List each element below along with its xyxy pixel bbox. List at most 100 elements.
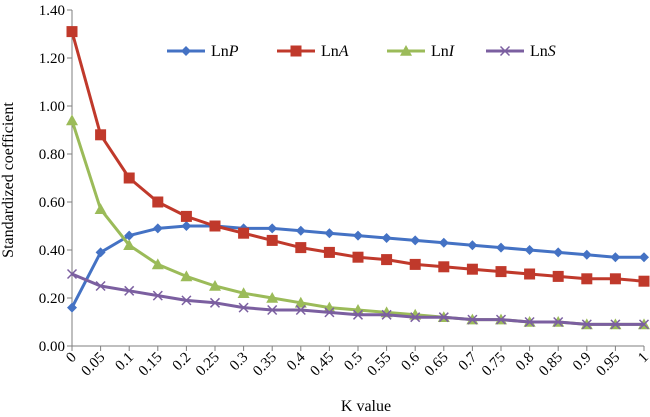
x-tick-label: 0.75 [479,350,509,380]
data-point-lna [438,261,450,273]
data-point-lns [610,319,621,330]
data-point-lna [495,266,507,278]
data-point-lna [123,172,135,184]
marker-stroke [152,290,163,301]
legend-marker [181,46,191,56]
data-point-lns [553,316,564,328]
x-tick-label: 0.25 [193,350,223,380]
legend-item-lni: LnI [387,43,455,60]
data-point-lnp [67,302,77,313]
y-tick-label: 0.40 [39,243,65,259]
data-point-lns [638,319,650,330]
data-point-lnp [410,235,421,246]
data-point-lna [180,210,192,222]
data-point-lns [381,309,392,320]
data-point-lnp [581,249,592,260]
marker-stroke [295,304,306,316]
series-lnp [67,221,649,313]
legend-item-lns: LnS [486,43,556,60]
marker-stroke [66,268,78,280]
data-point-lni [66,114,78,126]
y-tick-label: 0.80 [39,147,65,163]
data-point-lna [638,275,650,287]
data-point-lnp [496,242,506,253]
data-point-lna [609,273,621,285]
data-point-lnp [295,225,306,236]
data-point-lnp [467,240,478,251]
y-tick-label: 1.20 [39,51,65,67]
data-point-lns [324,307,335,318]
series-line-lni [70,119,644,326]
marker-stroke [95,280,106,292]
series-line-lna [70,31,645,283]
legend-item-lna: LnA [277,43,349,60]
marker-stroke [124,285,135,296]
y-tick-label: 0.60 [39,195,65,211]
data-point-lni [123,239,136,250]
data-point-lnp [95,247,106,258]
legend-label: LnI [431,43,455,60]
marker-stroke [610,319,621,330]
data-point-lnp [181,221,192,231]
data-point-lns [410,312,421,323]
x-tick-label: 0.45 [307,350,337,380]
marker-stroke [638,319,650,330]
data-point-lna [552,270,564,282]
marker-stroke [267,304,278,316]
marker-stroke [410,312,421,323]
data-point-lns [124,285,135,296]
series-layer [66,26,650,330]
data-point-lna [352,251,364,263]
marker-stroke [238,302,249,313]
data-point-lns [95,280,106,292]
marker-stroke [553,316,564,328]
marker-stroke [209,297,221,308]
data-point-lni [180,270,193,282]
marker-stroke [467,314,478,325]
data-point-lns [438,312,449,323]
data-point-lna [66,26,78,38]
legend-marker [400,45,412,56]
x-tick-label: 0.1 [112,350,137,375]
marker-stroke [495,314,507,325]
legend-label: LnP [211,43,239,60]
data-point-lnp [324,228,335,239]
data-point-lns [181,295,192,306]
data-point-lna [381,254,393,266]
data-point-lnp [152,223,163,234]
x-tick-label: 0.9 [570,350,595,375]
data-point-lna [409,258,421,270]
x-tick-label: 0.05 [79,350,109,380]
marker-stroke [324,307,335,318]
data-point-lns [152,290,163,301]
data-point-lni [266,292,279,303]
data-point-lnp [639,252,649,263]
data-point-lni [94,203,107,214]
marker-stroke [499,45,511,57]
x-tick-label: 0.15 [136,350,166,380]
data-point-lnp [438,237,449,248]
marker-stroke [352,309,364,320]
x-tick-label: 0.85 [536,350,566,380]
x-tick-label: 0.4 [284,349,309,374]
data-point-lna [152,196,164,208]
data-point-lna [466,263,478,275]
marker-stroke [181,295,192,306]
legend-item-lnp: LnP [167,43,239,60]
x-tick-label: 1 [635,350,650,367]
data-point-lns [267,304,278,316]
x-tick-label: 0.3 [227,350,252,375]
x-axis-title: K value [341,398,391,415]
legend-marker [290,45,302,57]
x-tick-label: 0.7 [456,349,481,374]
data-point-lnp [267,223,278,234]
data-point-lns [66,268,78,280]
y-tick-label: 1.40 [39,3,65,19]
data-point-lns [581,319,592,330]
data-point-lnp [553,247,564,258]
x-tick-label: 0 [63,350,80,367]
data-point-lnp [524,245,535,255]
data-point-lna [323,246,335,258]
data-point-lni [151,258,164,270]
data-point-lna [581,273,593,285]
